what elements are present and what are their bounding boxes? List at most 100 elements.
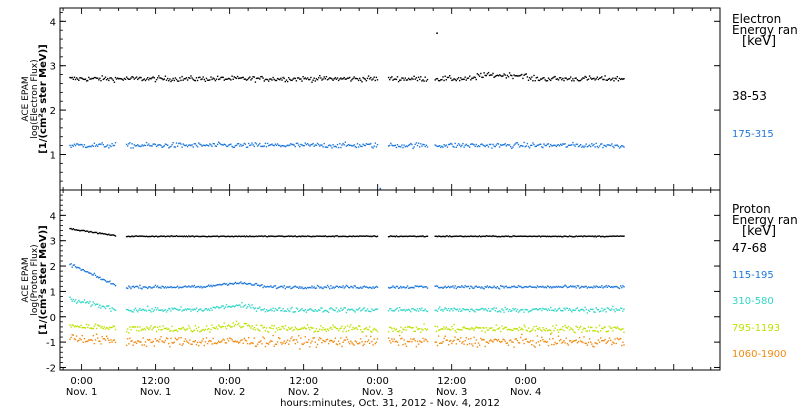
data-point [552,235,554,237]
data-point [218,284,220,286]
data-point [223,282,225,285]
data-point [606,235,608,238]
data-point [482,338,484,341]
data-point [218,141,220,143]
data-point [396,307,399,309]
data-point [303,342,305,344]
data-point [425,339,428,341]
data-point [133,144,135,146]
data-point [514,75,516,77]
data-point [259,330,261,332]
data-point [561,328,563,331]
data-point [413,75,415,77]
data-point [270,308,272,310]
data-point [323,310,325,312]
data-point [406,340,409,343]
data-point [174,235,177,238]
data-point [180,337,182,339]
data-point [346,236,349,238]
data-point [508,72,511,74]
data-point [303,235,305,238]
y-tick-label: 4 [50,211,56,222]
data-point [620,78,622,81]
data-point [461,309,463,312]
data-point [621,235,623,237]
data-point [193,341,195,343]
data-point [492,72,494,75]
data-point [596,235,598,237]
data-point [321,307,323,309]
data-point [254,345,257,347]
data-point [526,309,529,311]
data-point [266,330,269,333]
data-point [374,79,376,82]
data-point [522,235,524,237]
data-point [369,342,371,344]
data-point [172,342,174,344]
data-point [231,305,233,308]
data-point [572,141,574,144]
data-point [206,144,209,147]
data-point [500,341,502,343]
data-point [332,79,334,81]
data-point [498,235,501,238]
data-point [526,330,529,332]
data-point [244,323,247,325]
data-point [259,78,261,80]
data-point [229,337,231,339]
data-point [451,143,453,145]
data-point [615,308,617,310]
data-point [580,286,582,289]
data-point [606,341,608,343]
data-point [163,235,165,237]
data-point [294,145,296,148]
data-point [349,235,351,237]
data-point [201,287,203,289]
data-point [299,348,301,350]
data-point [315,78,318,80]
data-point [276,143,279,145]
data-point [455,235,457,237]
data-point [443,79,445,82]
data-point [545,308,547,310]
data-point [535,145,537,147]
data-point [333,236,335,238]
data-point [462,341,464,343]
data-point [373,338,375,340]
data-point [295,328,298,330]
data-point [259,285,261,287]
data-point [295,236,298,238]
data-point [92,231,94,234]
data-point [540,329,542,331]
data-point [138,235,140,238]
data-point [470,328,472,330]
data-point [330,77,332,79]
data-point [186,145,189,148]
data-point [99,143,101,145]
data-point [245,322,248,325]
data-point [361,287,363,289]
data-point [472,235,474,238]
data-point [352,326,354,329]
data-point [444,335,446,337]
data-point [229,325,231,327]
data-point [132,235,134,238]
data-point [140,235,142,237]
data-point [598,235,601,237]
data-point [284,287,286,290]
data-point [453,339,455,342]
data-point [185,328,188,331]
data-point [155,78,158,81]
data-point [572,309,574,311]
data-point [131,340,133,342]
data-point [90,327,92,329]
data-point [290,308,292,310]
data-point [370,76,372,79]
data-point [93,76,96,79]
data-point [387,236,390,238]
data-point [484,145,486,148]
data-point [98,306,100,308]
data-point [510,328,512,331]
data-point [312,287,314,289]
data-point [560,338,562,341]
